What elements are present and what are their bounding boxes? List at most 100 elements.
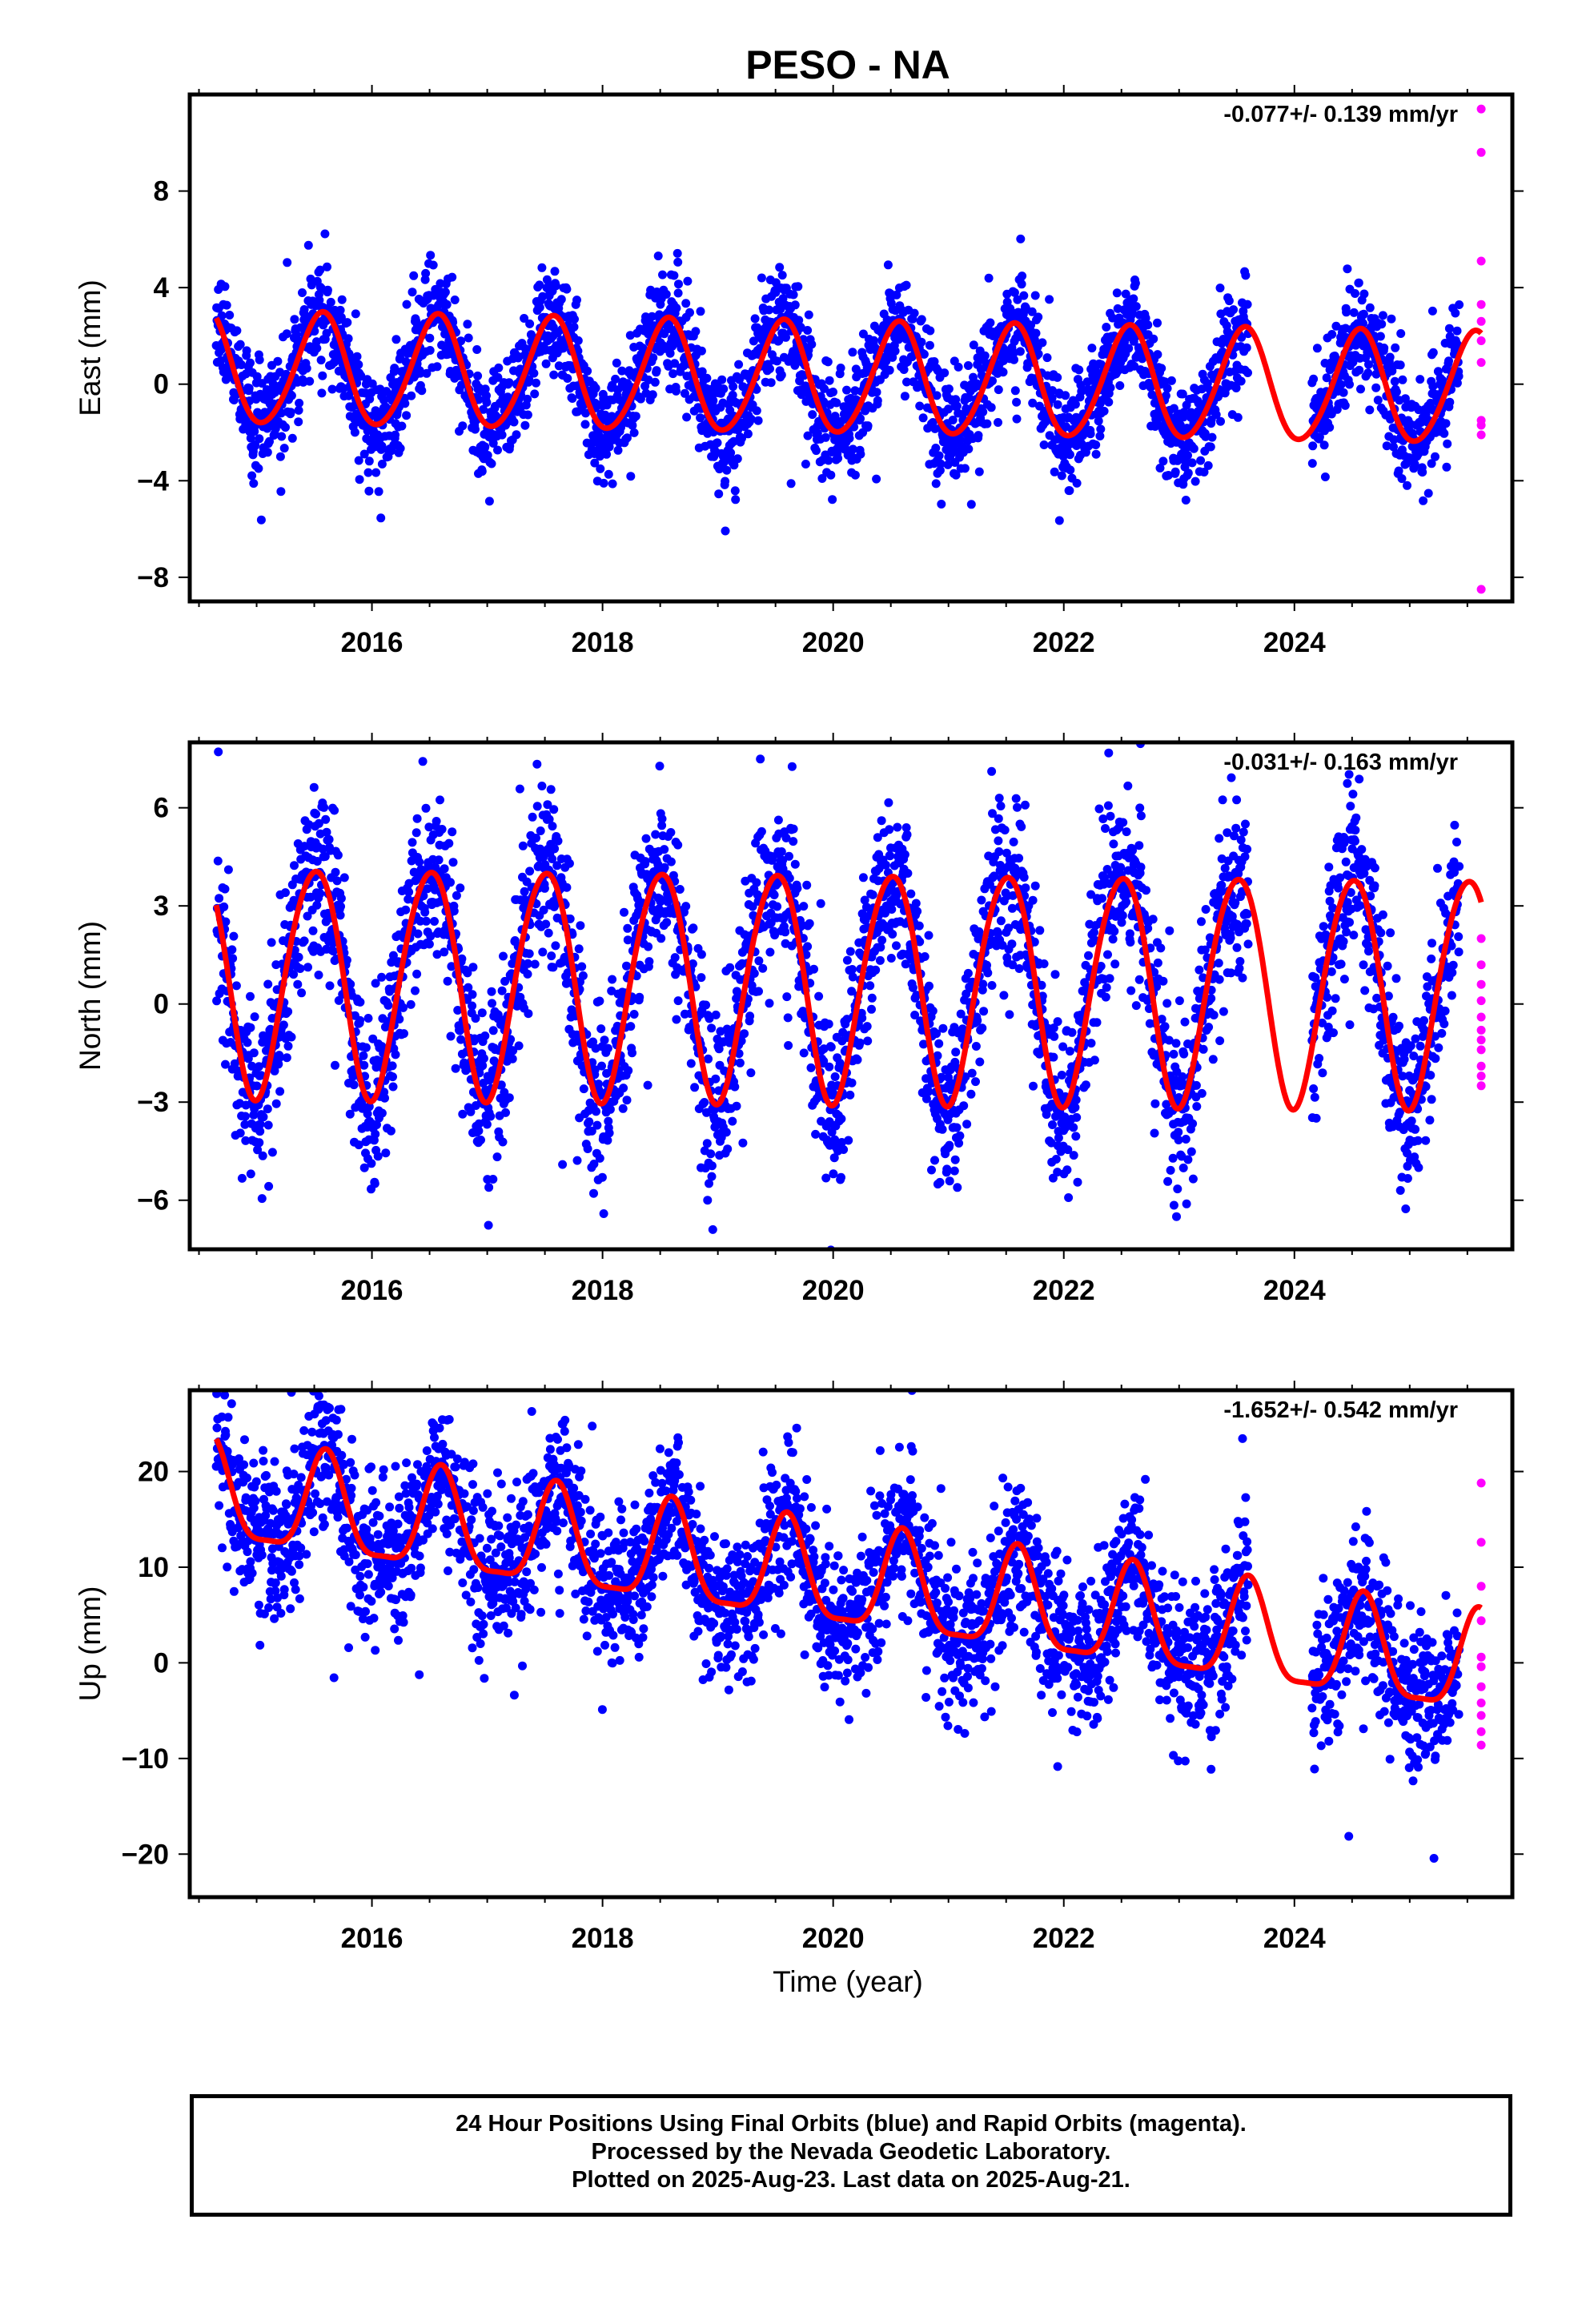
final-orbit-point xyxy=(363,1109,372,1119)
final-orbit-point xyxy=(400,1029,408,1039)
final-orbit-point xyxy=(540,883,549,893)
final-orbit-point xyxy=(672,304,681,313)
final-orbit-point xyxy=(602,1068,612,1078)
final-orbit-point xyxy=(669,271,679,280)
final-orbit-point xyxy=(746,1068,756,1078)
final-orbit-point xyxy=(966,500,976,509)
final-orbit-point xyxy=(290,315,299,324)
final-orbit-point xyxy=(1398,375,1407,384)
final-orbit-point xyxy=(982,419,992,428)
final-orbit-point xyxy=(411,986,420,995)
final-orbit-point xyxy=(488,999,496,1008)
final-orbit-point xyxy=(885,825,894,834)
final-orbit-point xyxy=(853,1055,862,1064)
final-orbit-point xyxy=(753,416,763,425)
final-orbit-point xyxy=(986,318,995,328)
final-orbit-point xyxy=(446,878,455,887)
final-orbit-point xyxy=(1017,279,1026,289)
final-orbit-point xyxy=(812,446,821,456)
final-orbit-point xyxy=(867,993,877,1003)
final-orbit-point xyxy=(855,1038,865,1047)
final-orbit-point xyxy=(690,1083,700,1092)
final-orbit-point xyxy=(725,963,735,972)
final-orbit-point xyxy=(641,388,651,398)
final-orbit-point xyxy=(783,1013,793,1023)
final-orbit-point xyxy=(530,389,540,399)
final-orbit-point xyxy=(373,1152,383,1161)
final-orbit-point xyxy=(725,1038,734,1047)
final-orbit-point xyxy=(877,935,887,945)
final-orbit-point xyxy=(448,858,458,867)
final-orbit-point xyxy=(277,432,287,441)
final-orbit-point xyxy=(500,976,510,986)
final-orbit-point xyxy=(657,821,667,830)
final-orbit-point xyxy=(544,928,553,938)
final-orbit-point xyxy=(1010,355,1018,364)
final-orbit-point xyxy=(548,854,557,863)
final-orbit-point xyxy=(523,959,532,968)
final-orbit-point xyxy=(717,375,727,384)
final-orbit-point xyxy=(1207,432,1217,442)
final-orbit-point xyxy=(1389,442,1398,452)
final-orbit-point xyxy=(237,1173,247,1183)
final-orbit-point xyxy=(1373,396,1383,405)
final-orbit-point xyxy=(539,905,548,915)
final-orbit-point xyxy=(847,1078,857,1088)
final-orbit-point xyxy=(520,344,530,353)
final-orbit-point xyxy=(339,873,349,883)
final-orbit-point xyxy=(675,885,685,894)
final-orbit-point xyxy=(520,420,530,430)
final-orbit-point xyxy=(254,464,263,473)
final-orbit-point xyxy=(723,1144,733,1154)
final-orbit-point xyxy=(333,850,343,860)
final-orbit-point xyxy=(453,1006,463,1015)
final-orbit-point xyxy=(293,979,303,989)
final-orbit-point xyxy=(1147,390,1157,400)
final-orbit-point xyxy=(578,971,588,980)
final-orbit-point xyxy=(936,459,946,468)
final-orbit-point xyxy=(432,362,442,372)
final-orbit-point xyxy=(412,969,422,979)
final-orbit-point xyxy=(1050,467,1059,476)
final-orbit-point xyxy=(308,926,318,935)
final-orbit-point xyxy=(381,1148,391,1158)
final-orbit-point xyxy=(363,468,373,477)
final-orbit-point xyxy=(407,391,416,400)
final-orbit-point xyxy=(259,1112,268,1122)
final-orbit-point xyxy=(343,318,352,328)
final-orbit-point xyxy=(608,975,617,984)
final-orbit-point xyxy=(250,1012,259,1022)
final-orbit-point xyxy=(613,445,623,455)
final-orbit-point xyxy=(1427,306,1437,316)
final-orbit-point xyxy=(564,858,574,868)
final-orbit-point xyxy=(596,1024,606,1034)
final-orbit-point xyxy=(257,1194,267,1204)
final-orbit-point xyxy=(359,1060,369,1070)
final-orbit-point xyxy=(247,471,257,480)
final-orbit-point xyxy=(648,353,658,363)
final-orbit-point xyxy=(700,1098,709,1107)
final-orbit-point xyxy=(930,357,939,366)
final-orbit-point xyxy=(249,1048,259,1058)
final-orbit-point xyxy=(227,945,237,955)
final-orbit-point xyxy=(447,962,456,971)
final-orbit-point xyxy=(721,526,730,536)
final-orbit-point xyxy=(520,887,529,896)
final-orbit-point xyxy=(998,368,1008,377)
final-orbit-point xyxy=(785,851,793,861)
final-orbit-point xyxy=(328,947,338,956)
final-orbit-point xyxy=(988,376,997,386)
final-orbit-point xyxy=(817,474,827,483)
final-orbit-point xyxy=(1026,320,1035,330)
final-orbit-point xyxy=(332,876,342,886)
final-orbit-point xyxy=(580,420,590,429)
final-orbit-point xyxy=(1099,406,1109,416)
final-orbit-point xyxy=(743,429,753,439)
final-orbit-point xyxy=(781,332,790,342)
final-orbit-point xyxy=(228,954,238,963)
final-orbit-point xyxy=(216,356,226,365)
final-orbit-point xyxy=(1015,347,1025,356)
final-orbit-point xyxy=(263,1120,273,1130)
final-orbit-point xyxy=(1152,416,1162,425)
final-orbit-point xyxy=(937,500,946,509)
